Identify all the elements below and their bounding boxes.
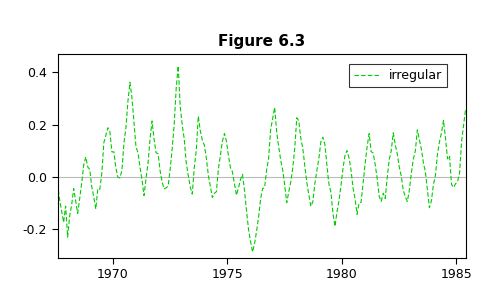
Line: irregular: irregular	[58, 66, 466, 252]
irregular	[463, 107, 468, 111]
irregular	[99, 171, 105, 175]
irregular	[360, 181, 366, 185]
irregular	[264, 168, 269, 172]
Legend: irregular: irregular	[349, 64, 447, 87]
Title: Figure 6.3: Figure 6.3	[218, 34, 305, 49]
irregular	[175, 64, 181, 68]
irregular	[272, 106, 277, 109]
irregular	[123, 126, 129, 129]
irregular	[55, 182, 60, 185]
irregular	[163, 186, 169, 190]
irregular	[250, 250, 255, 254]
